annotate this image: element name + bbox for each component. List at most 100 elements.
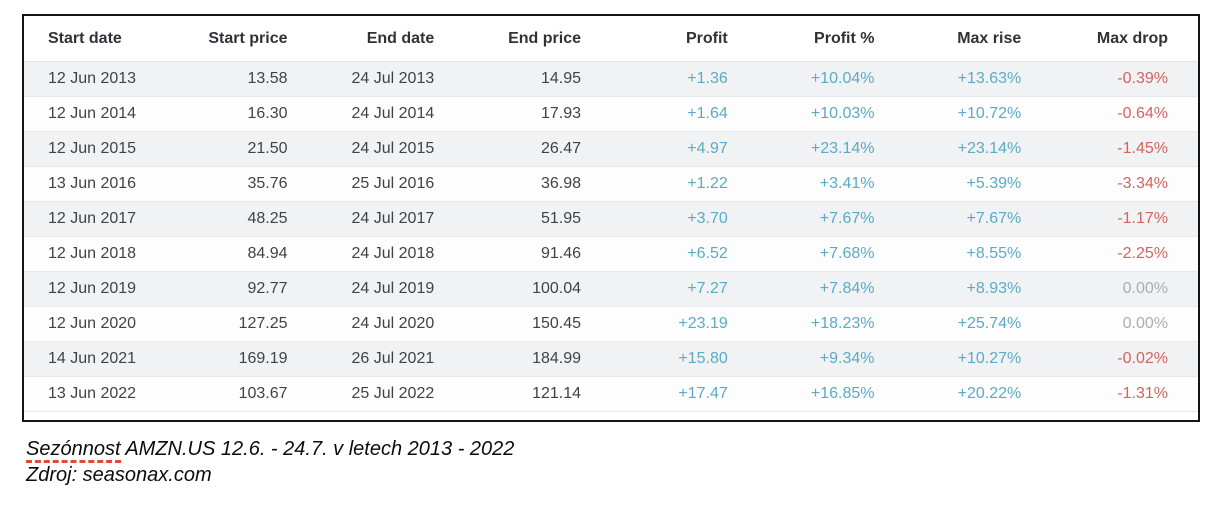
cell-profit-pct: +7.84% bbox=[757, 271, 905, 307]
cell-max-rise: +13.63% bbox=[904, 61, 1052, 97]
cell-profit: +7.27 bbox=[611, 271, 758, 307]
table-header: Start date Start price End date End price Pr… bbox=[24, 16, 1198, 62]
table-row: 12 Jun 2019 92.77 24 Jul 2019 100.04 +7.27 +7… bbox=[24, 271, 1198, 307]
cell-start-price: 103.67 bbox=[170, 376, 318, 412]
cell-max-drop: -3.34% bbox=[1051, 166, 1198, 202]
cell-max-rise: +8.55% bbox=[904, 236, 1052, 272]
cell-profit-pct: +10.04% bbox=[757, 61, 905, 97]
cell-end-price: 121.14 bbox=[464, 376, 611, 412]
cell-max-drop: -1.17% bbox=[1051, 201, 1198, 237]
cell-profit-pct: +18.23% bbox=[757, 306, 905, 342]
cell-profit: +1.36 bbox=[611, 61, 758, 97]
cell-start-date: 12 Jun 2013 bbox=[24, 61, 171, 97]
caption-highlight: Sezónnost bbox=[26, 438, 121, 463]
cell-start-price: 35.76 bbox=[170, 166, 318, 202]
cell-end-date: 24 Jul 2018 bbox=[317, 236, 465, 272]
cell-max-drop: -0.64% bbox=[1051, 96, 1198, 132]
cell-profit: +6.52 bbox=[611, 236, 758, 272]
cell-end-price: 36.98 bbox=[464, 166, 611, 202]
cell-end-date: 24 Jul 2019 bbox=[317, 271, 465, 307]
cell-max-rise: +20.22% bbox=[904, 376, 1052, 412]
table-body: 12 Jun 2013 13.58 24 Jul 2013 14.95 +1.36 +10… bbox=[24, 61, 1198, 412]
cell-start-price: 92.77 bbox=[170, 271, 318, 307]
cell-max-drop: -0.39% bbox=[1051, 61, 1198, 97]
cell-end-price: 26.47 bbox=[464, 131, 611, 167]
cell-profit: +4.97 bbox=[611, 131, 758, 167]
cell-max-rise: +8.93% bbox=[904, 271, 1052, 307]
cell-max-rise: +5.39% bbox=[904, 166, 1052, 202]
cell-end-date: 25 Jul 2016 bbox=[317, 166, 465, 202]
table-row: 12 Jun 2014 16.30 24 Jul 2014 17.93 +1.64 +10… bbox=[24, 96, 1198, 132]
cell-profit-pct: +10.03% bbox=[757, 96, 905, 132]
cell-start-date: 12 Jun 2014 bbox=[24, 96, 171, 132]
cell-start-price: 169.19 bbox=[170, 341, 318, 377]
cell-max-rise: +23.14% bbox=[904, 131, 1052, 167]
table-row: 13 Jun 2022 103.67 25 Jul 2022 121.14 +17.47… bbox=[24, 376, 1198, 412]
cell-start-date: 13 Jun 2016 bbox=[24, 166, 171, 202]
column-header-profit-pct: Profit % bbox=[757, 16, 905, 62]
cell-end-date: 24 Jul 2014 bbox=[317, 96, 465, 132]
cell-profit: +3.70 bbox=[611, 201, 758, 237]
cell-start-date: 12 Jun 2020 bbox=[24, 306, 171, 342]
table-row: 13 Jun 2016 35.76 25 Jul 2016 36.98 +1.22 +3.… bbox=[24, 166, 1198, 202]
table-row: 12 Jun 2017 48.25 24 Jul 2017 51.95 +3.70 +7.… bbox=[24, 201, 1198, 237]
cell-start-date: 14 Jun 2021 bbox=[24, 341, 171, 377]
cell-start-date: 12 Jun 2017 bbox=[24, 201, 171, 237]
source-text: Zdroj: seasonax.com bbox=[26, 464, 212, 486]
cell-profit-pct: +7.67% bbox=[757, 201, 905, 237]
cell-max-rise: +7.67% bbox=[904, 201, 1052, 237]
cell-end-date: 25 Jul 2022 bbox=[317, 376, 465, 412]
column-header-end-date: End date bbox=[317, 16, 465, 62]
cell-max-drop: -2.25% bbox=[1051, 236, 1198, 272]
cell-end-price: 91.46 bbox=[464, 236, 611, 272]
cell-start-date: 12 Jun 2018 bbox=[24, 236, 171, 272]
cell-end-date: 24 Jul 2017 bbox=[317, 201, 465, 237]
cell-start-price: 13.58 bbox=[170, 61, 318, 97]
cell-start-price: 16.30 bbox=[170, 96, 318, 132]
cell-start-date: 12 Jun 2015 bbox=[24, 131, 171, 167]
cell-max-drop: 0.00% bbox=[1051, 271, 1198, 307]
cell-start-date: 13 Jun 2022 bbox=[24, 376, 171, 412]
column-header-start-price: Start price bbox=[170, 16, 318, 62]
header-row: Start date Start price End date End price Pr… bbox=[24, 16, 1198, 62]
cell-profit-pct: +7.68% bbox=[757, 236, 905, 272]
cell-profit-pct: +16.85% bbox=[757, 376, 905, 412]
cell-start-price: 21.50 bbox=[170, 131, 318, 167]
cell-end-price: 14.95 bbox=[464, 61, 611, 97]
cell-max-rise: +10.72% bbox=[904, 96, 1052, 132]
cell-end-price: 184.99 bbox=[464, 341, 611, 377]
column-header-end-price: End price bbox=[464, 16, 611, 62]
cell-end-price: 51.95 bbox=[464, 201, 611, 237]
cell-start-price: 127.25 bbox=[170, 306, 318, 342]
cell-start-price: 84.94 bbox=[170, 236, 318, 272]
cell-profit-pct: +23.14% bbox=[757, 131, 905, 167]
cell-end-price: 100.04 bbox=[464, 271, 611, 307]
table-row: 12 Jun 2018 84.94 24 Jul 2018 91.46 +6.52 +7.… bbox=[24, 236, 1198, 272]
cell-end-date: 24 Jul 2013 bbox=[317, 61, 465, 97]
cell-end-price: 150.45 bbox=[464, 306, 611, 342]
cell-max-drop: -1.45% bbox=[1051, 131, 1198, 167]
cell-end-date: 24 Jul 2015 bbox=[317, 131, 465, 167]
cell-end-date: 26 Jul 2021 bbox=[317, 341, 465, 377]
table-row: 12 Jun 2020 127.25 24 Jul 2020 150.45 +23.19… bbox=[24, 306, 1198, 342]
cell-max-rise: +25.74% bbox=[904, 306, 1052, 342]
column-header-profit: Profit bbox=[611, 16, 758, 62]
column-header-max-drop: Max drop bbox=[1051, 16, 1198, 62]
cell-profit: +15.80 bbox=[611, 341, 758, 377]
cell-max-rise: +10.27% bbox=[904, 341, 1052, 377]
column-header-max-rise: Max rise bbox=[904, 16, 1052, 62]
column-header-start-date: Start date bbox=[24, 16, 171, 62]
cell-profit-pct: +3.41% bbox=[757, 166, 905, 202]
data-table: Start date Start price End date End price Pr… bbox=[24, 16, 1198, 412]
cell-start-date: 12 Jun 2019 bbox=[24, 271, 171, 307]
cell-end-price: 17.93 bbox=[464, 96, 611, 132]
table-row: 12 Jun 2013 13.58 24 Jul 2013 14.95 +1.36 +10… bbox=[24, 61, 1198, 97]
cell-end-date: 24 Jul 2020 bbox=[317, 306, 465, 342]
cell-max-drop: 0.00% bbox=[1051, 306, 1198, 342]
cell-start-price: 48.25 bbox=[170, 201, 318, 237]
cell-profit: +1.22 bbox=[611, 166, 758, 202]
seasonality-stats-table: Start date Start price End date End price Pr… bbox=[22, 14, 1200, 422]
cell-max-drop: -0.02% bbox=[1051, 341, 1198, 377]
table-row: 14 Jun 2021 169.19 26 Jul 2021 184.99 +15.80… bbox=[24, 341, 1198, 377]
caption-title: Sezónnost AMZN.US 12.6. - 24.7. v letech… bbox=[26, 436, 1222, 463]
